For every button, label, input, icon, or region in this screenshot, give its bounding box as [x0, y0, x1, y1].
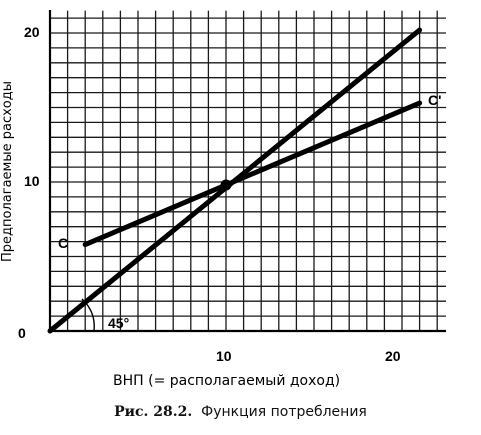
angle-arc [81, 298, 95, 332]
y-tick-label-0: 0 [18, 325, 26, 341]
series-c-prime-label: C' [428, 92, 441, 108]
y-tick-label-20: 20 [24, 24, 40, 40]
series-layer [47, 27, 423, 334]
y-tick-label-10: 10 [24, 173, 40, 189]
x-tick-label-20: 20 [385, 348, 401, 364]
series-c-label: C [58, 235, 68, 251]
intersection-point [220, 179, 232, 191]
x-tick-label-10: 10 [216, 348, 232, 364]
consumption-line [82, 100, 423, 248]
angle-label: 45° [108, 315, 129, 331]
line-45-degree [47, 27, 423, 334]
figure-caption: Рис. 28.2. Функция потребления [0, 404, 481, 420]
figure-title: Функция потребления [201, 404, 367, 420]
figure-number: Рис. 28.2. [114, 404, 193, 420]
x-axis-label: ВНП (= располагаемый доход) [113, 373, 340, 389]
grid [50, 10, 446, 331]
y-axis-label: Предполагаемые расходы [0, 81, 15, 262]
